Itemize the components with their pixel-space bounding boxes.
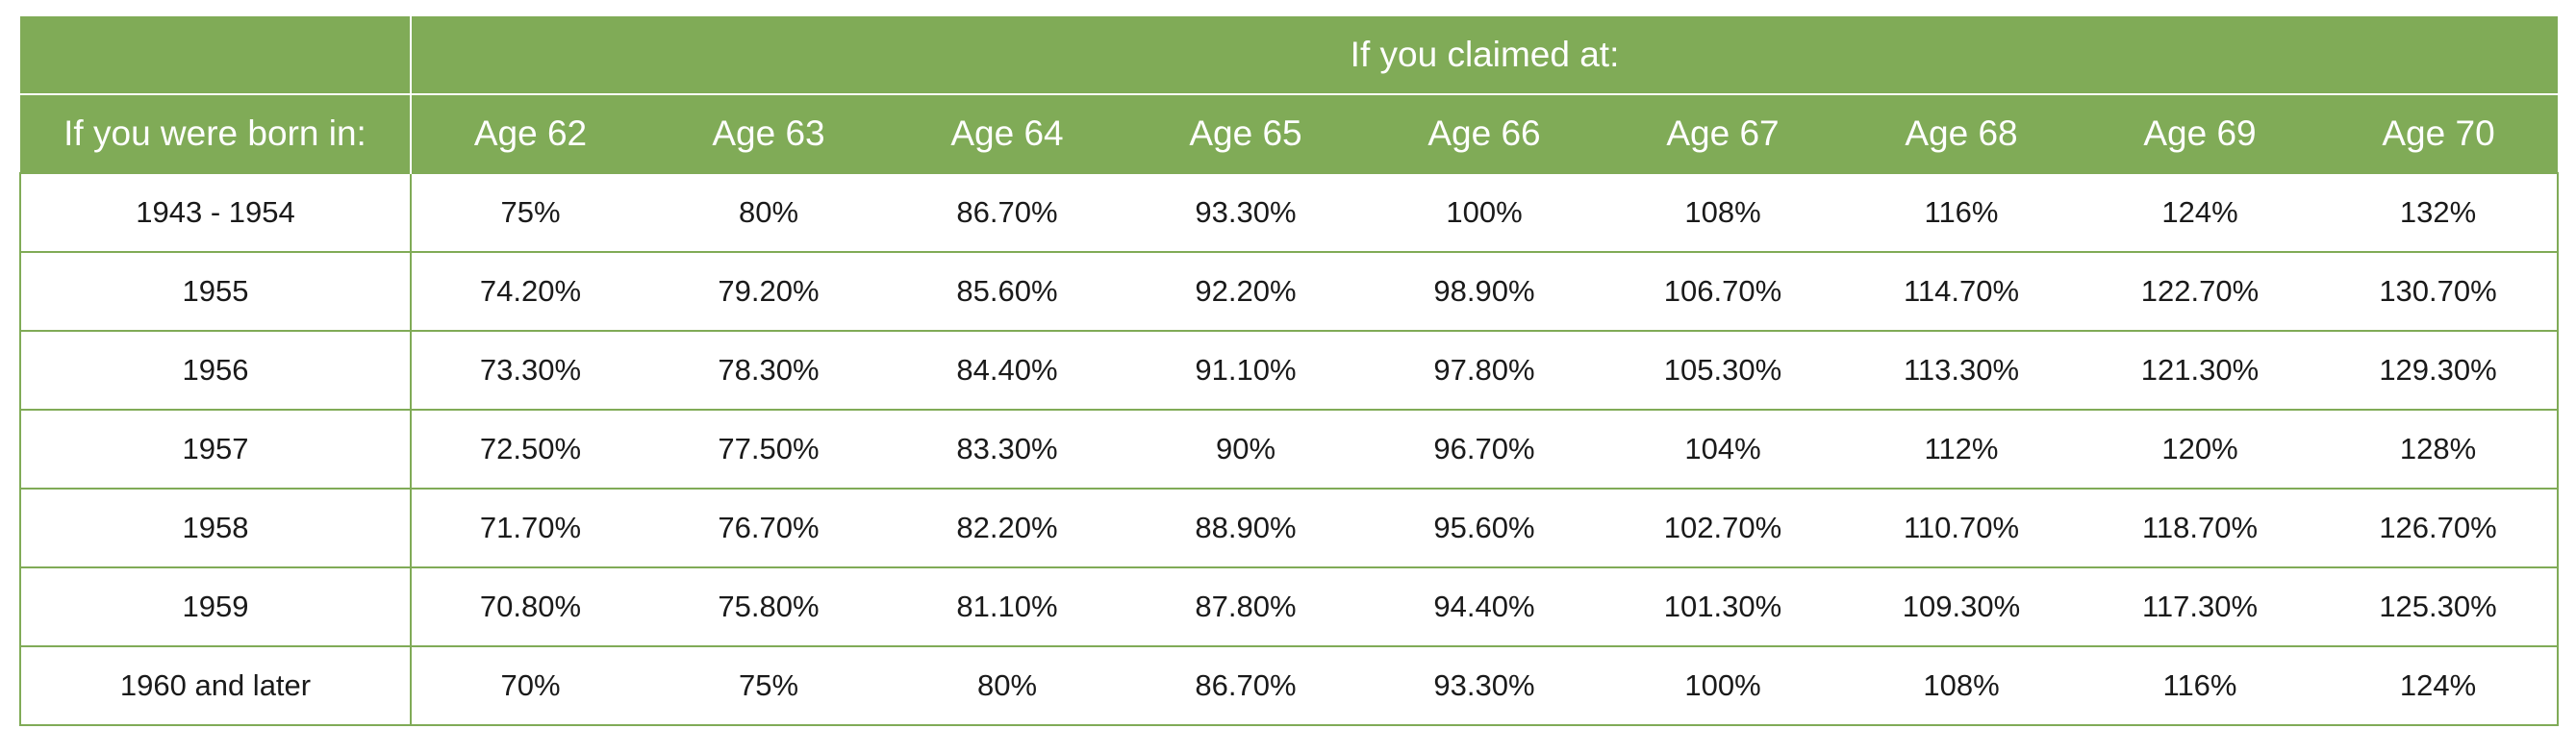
table-row: 1943 - 1954 75% 80% 86.70% 93.30% 100% 1… <box>19 172 2560 253</box>
table-row: 1957 72.50% 77.50% 83.30% 90% 96.70% 104… <box>19 409 2560 490</box>
percentage-cell: 96.70% <box>1365 409 1604 490</box>
table-row: 1958 71.70% 76.70% 82.20% 88.90% 95.60% … <box>19 488 2560 568</box>
percentage-cell: 86.70% <box>1126 645 1365 726</box>
percentage-cell: 93.30% <box>1365 645 1604 726</box>
percentage-cell: 108% <box>1604 172 1842 253</box>
percentage-cell: 81.10% <box>888 566 1126 647</box>
percentage-cell: 72.50% <box>411 409 649 490</box>
percentage-cell: 73.30% <box>411 330 649 411</box>
percentage-cell: 75% <box>411 172 649 253</box>
born-year-cell: 1957 <box>19 409 412 490</box>
percentage-cell: 108% <box>1842 645 2081 726</box>
percentage-cell: 90% <box>1126 409 1365 490</box>
age-header: Age 67 <box>1604 94 1842 173</box>
table-row: 1955 74.20% 79.20% 85.60% 92.20% 98.90% … <box>19 251 2560 332</box>
percentage-cell: 126.70% <box>2319 488 2560 568</box>
percentage-cell: 132% <box>2319 172 2560 253</box>
percentage-cell: 102.70% <box>1604 488 1842 568</box>
born-year-cell: 1958 <box>19 488 412 568</box>
percentage-cell: 83.30% <box>888 409 1126 490</box>
born-year-cell: 1943 - 1954 <box>19 172 412 253</box>
percentage-cell: 94.40% <box>1365 566 1604 647</box>
percentage-cell: 106.70% <box>1604 251 1842 332</box>
percentage-cell: 88.90% <box>1126 488 1365 568</box>
table-body: 1943 - 1954 75% 80% 86.70% 93.30% 100% 1… <box>19 172 2560 726</box>
benefit-table-container: If you claimed at: If you were born in: … <box>19 16 2560 726</box>
born-year-cell: 1960 and later <box>19 645 412 726</box>
header-blank-cell <box>20 16 412 95</box>
percentage-cell: 92.20% <box>1126 251 1365 332</box>
age-header: Age 64 <box>888 94 1126 173</box>
percentage-cell: 120% <box>2081 409 2319 490</box>
percentage-cell: 130.70% <box>2319 251 2560 332</box>
age-header: Age 68 <box>1842 94 2081 173</box>
percentage-cell: 122.70% <box>2081 251 2319 332</box>
percentage-cell: 105.30% <box>1604 330 1842 411</box>
percentage-cell: 71.70% <box>411 488 649 568</box>
percentage-cell: 75% <box>649 645 888 726</box>
age-header: Age 65 <box>1126 94 1365 173</box>
percentage-cell: 124% <box>2319 645 2560 726</box>
percentage-cell: 118.70% <box>2081 488 2319 568</box>
percentage-cell: 87.80% <box>1126 566 1365 647</box>
percentage-cell: 82.20% <box>888 488 1126 568</box>
percentage-cell: 128% <box>2319 409 2560 490</box>
percentage-cell: 79.20% <box>649 251 888 332</box>
percentage-cell: 112% <box>1842 409 2081 490</box>
age-header: Age 70 <box>2319 94 2559 173</box>
percentage-cell: 80% <box>888 645 1126 726</box>
percentage-cell: 116% <box>2081 645 2319 726</box>
percentage-cell: 85.60% <box>888 251 1126 332</box>
percentage-cell: 93.30% <box>1126 172 1365 253</box>
percentage-cell: 80% <box>649 172 888 253</box>
percentage-cell: 117.30% <box>2081 566 2319 647</box>
percentage-cell: 98.90% <box>1365 251 1604 332</box>
benefit-percentage-table: If you claimed at: If you were born in: … <box>19 16 2560 726</box>
table-header: If you claimed at: If you were born in: … <box>20 16 2559 173</box>
percentage-cell: 70% <box>411 645 649 726</box>
age-header: Age 63 <box>649 94 888 173</box>
age-header: Age 66 <box>1365 94 1604 173</box>
born-year-cell: 1959 <box>19 566 412 647</box>
percentage-cell: 70.80% <box>411 566 649 647</box>
percentage-cell: 75.80% <box>649 566 888 647</box>
percentage-cell: 77.50% <box>649 409 888 490</box>
percentage-cell: 124% <box>2081 172 2319 253</box>
claimed-at-header: If you claimed at: <box>411 16 2559 95</box>
born-year-cell: 1955 <box>19 251 412 332</box>
table-row: 1959 70.80% 75.80% 81.10% 87.80% 94.40% … <box>19 566 2560 647</box>
percentage-cell: 78.30% <box>649 330 888 411</box>
percentage-cell: 97.80% <box>1365 330 1604 411</box>
percentage-cell: 74.20% <box>411 251 649 332</box>
percentage-cell: 109.30% <box>1842 566 2081 647</box>
percentage-cell: 100% <box>1604 645 1842 726</box>
percentage-cell: 116% <box>1842 172 2081 253</box>
age-header: Age 69 <box>2081 94 2319 173</box>
percentage-cell: 125.30% <box>2319 566 2560 647</box>
age-header: Age 62 <box>411 94 649 173</box>
percentage-cell: 100% <box>1365 172 1604 253</box>
percentage-cell: 101.30% <box>1604 566 1842 647</box>
percentage-cell: 114.70% <box>1842 251 2081 332</box>
born-year-cell: 1956 <box>19 330 412 411</box>
percentage-cell: 95.60% <box>1365 488 1604 568</box>
born-in-header: If you were born in: <box>20 94 412 173</box>
percentage-cell: 129.30% <box>2319 330 2560 411</box>
header-row-top: If you claimed at: <box>20 16 2559 95</box>
percentage-cell: 76.70% <box>649 488 888 568</box>
percentage-cell: 104% <box>1604 409 1842 490</box>
table-row: 1960 and later 70% 75% 80% 86.70% 93.30%… <box>19 645 2560 726</box>
percentage-cell: 110.70% <box>1842 488 2081 568</box>
header-row-ages: If you were born in: Age 62 Age 63 Age 6… <box>20 94 2559 173</box>
percentage-cell: 121.30% <box>2081 330 2319 411</box>
percentage-cell: 86.70% <box>888 172 1126 253</box>
table-row: 1956 73.30% 78.30% 84.40% 91.10% 97.80% … <box>19 330 2560 411</box>
percentage-cell: 91.10% <box>1126 330 1365 411</box>
percentage-cell: 113.30% <box>1842 330 2081 411</box>
percentage-cell: 84.40% <box>888 330 1126 411</box>
